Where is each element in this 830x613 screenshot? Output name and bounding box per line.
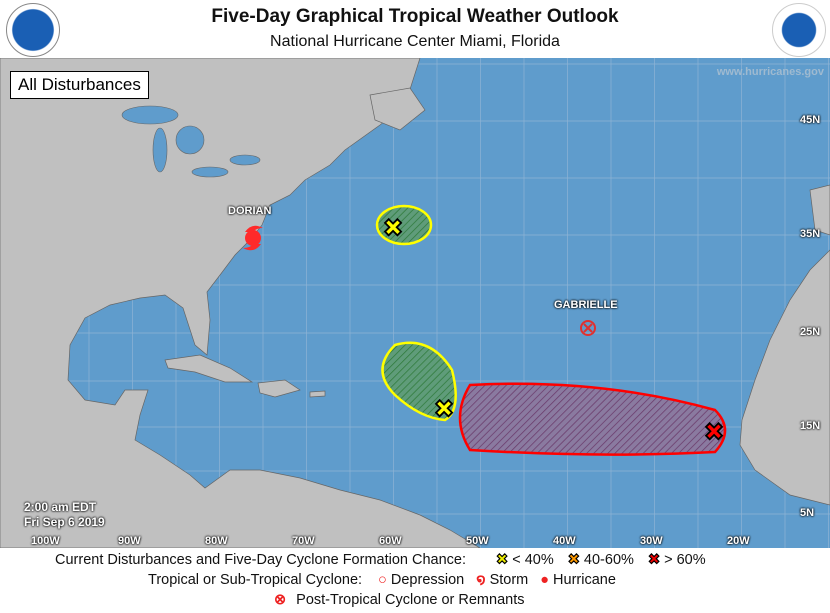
- lon-label: 70W: [292, 535, 315, 547]
- disturbance-area-central[interactable]: [381, 341, 457, 422]
- hurricane-icon-dorian[interactable]: [243, 225, 263, 251]
- lon-label: 30W: [640, 535, 663, 547]
- lon-label: 80W: [205, 535, 228, 547]
- lon-label: 20W: [727, 535, 750, 547]
- legend-cyclone-label: Tropical or Sub-Tropical Cyclone:: [148, 572, 363, 588]
- land-newfoundland: [369, 87, 426, 131]
- land-iberia: [809, 184, 830, 236]
- storm-icon: ໑: [476, 572, 486, 588]
- legend-low: < 40%: [512, 552, 554, 568]
- medium-chance-x-icon: ✖: [567, 552, 580, 569]
- legend-depression: Depression: [390, 572, 465, 588]
- land-north-america: [0, 58, 481, 548]
- nws-logo: [772, 3, 826, 57]
- page-subtitle: National Hurricane Center Miami, Florida: [270, 33, 560, 50]
- post-tropical-icon: ⊗: [274, 592, 287, 608]
- legend-row-disturbances: Current Disturbances and Five-Day Cyclon…: [55, 552, 706, 569]
- post-tropical-icon-gabrielle[interactable]: [580, 320, 596, 336]
- noaa-logo: [6, 3, 60, 57]
- disturbance-x-north[interactable]: ✖: [382, 215, 403, 243]
- land-cuba: [164, 354, 254, 383]
- lon-label: 90W: [118, 535, 141, 547]
- land-hispaniola: [257, 379, 301, 398]
- great-lakes: [121, 105, 261, 178]
- legend-row-cyclones: Tropical or Sub-Tropical Cyclone: ○ Depre…: [148, 572, 616, 588]
- lat-label: 5N: [800, 507, 815, 519]
- disturbance-area-north[interactable]: [375, 204, 433, 246]
- high-chance-x-icon: ✖: [647, 552, 661, 569]
- lat-label: 35N: [800, 228, 821, 240]
- storm-label-dorian: DORIAN: [228, 205, 272, 217]
- page-title: Five-Day Graphical Tropical Weather Outl…: [211, 6, 619, 27]
- land-puerto-rico: [309, 390, 326, 398]
- legend-high: > 60%: [664, 552, 706, 568]
- outlook-map: ✖ ✖ ✖: [0, 58, 830, 548]
- hurricane-icon: ●: [540, 572, 550, 588]
- lon-label: 50W: [466, 535, 489, 547]
- lat-label: 15N: [800, 420, 821, 432]
- depression-icon: ○: [378, 572, 387, 588]
- disturbance-x-east[interactable]: ✖: [703, 419, 724, 447]
- legend-hurricane: Hurricane: [553, 572, 616, 588]
- lon-label: 60W: [379, 535, 402, 547]
- disturbance-area-east[interactable]: [458, 382, 727, 456]
- timestamp-date: Fri Sep 6 2019: [24, 515, 105, 529]
- lat-label: 25N: [800, 326, 821, 338]
- legend-row-post-tropical: ⊗ Post-Tropical Cyclone or Remnants: [270, 592, 524, 608]
- disturbance-x-central[interactable]: ✖: [433, 396, 454, 424]
- timestamp-time: 2:00 am EDT: [24, 500, 97, 514]
- legend-disturbance-label: Current Disturbances and Five-Day Cyclon…: [55, 552, 467, 568]
- website-watermark: www.hurricanes.gov: [716, 66, 824, 78]
- view-label[interactable]: All Disturbances: [10, 71, 149, 99]
- land-africa: [739, 249, 830, 506]
- low-chance-x-icon: ✖: [496, 552, 509, 569]
- legend-post-tropical: Post-Tropical Cyclone or Remnants: [296, 592, 525, 608]
- storm-label-gabrielle: GABRIELLE: [554, 299, 618, 311]
- legend-storm: Storm: [489, 572, 529, 588]
- lon-label: 100W: [31, 535, 60, 547]
- legend-medium: 40-60%: [583, 552, 634, 568]
- lat-label: 45N: [800, 114, 821, 126]
- header: Five-Day Graphical Tropical Weather Outl…: [0, 0, 830, 58]
- lon-label: 40W: [553, 535, 576, 547]
